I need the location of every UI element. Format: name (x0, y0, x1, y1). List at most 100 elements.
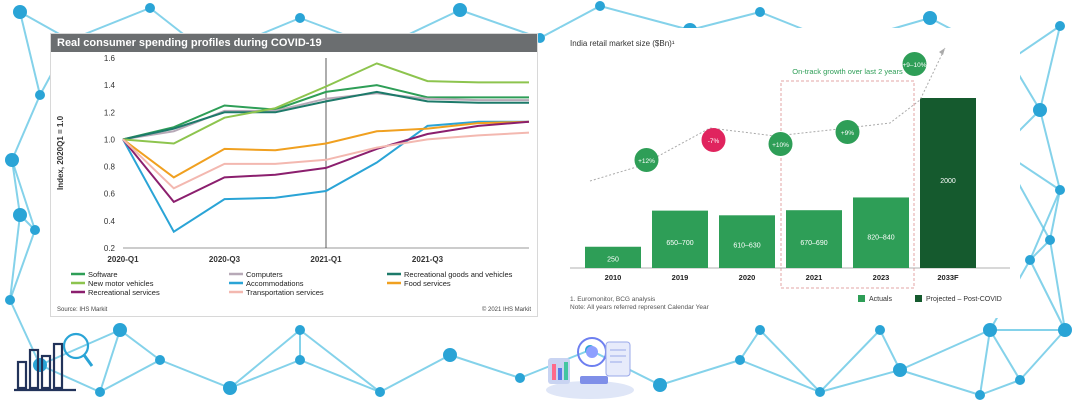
network-link (759, 329, 821, 393)
network-link (299, 359, 381, 393)
network-link (11, 159, 21, 216)
left-chart-copyright: © 2021 IHS Markit (481, 307, 531, 313)
network-node (13, 5, 27, 19)
network-link (99, 359, 161, 393)
growth-bubble-label: +9–10% (902, 62, 926, 69)
network-node (295, 355, 305, 365)
trend-arrowhead (939, 48, 945, 55)
network-link (1019, 329, 1066, 381)
y-tick-label: 1.0 (104, 135, 116, 144)
network-node (295, 13, 305, 23)
network-node (155, 355, 165, 365)
bar-value-label: 820–840 (867, 234, 894, 241)
bar-value-label: 250 (607, 256, 619, 263)
y-tick-label: 1.4 (104, 81, 116, 90)
x-category-label: 2021 (806, 273, 823, 282)
right-chart-title: India retail market size ($Bn)¹ (570, 39, 675, 48)
data-illustration-icon (546, 337, 634, 399)
network-node (893, 363, 907, 377)
network-link (9, 229, 36, 301)
network-link (1029, 189, 1061, 261)
network-node (1055, 185, 1065, 195)
legend-label-actuals: Actuals (869, 296, 892, 303)
network-link (989, 329, 1021, 381)
bar-value-label: 2000 (940, 178, 956, 185)
network-link (979, 329, 991, 396)
network-node (815, 387, 825, 397)
y-tick-label: 0.4 (104, 217, 116, 226)
y-tick-label: 0.8 (104, 163, 116, 172)
bar-value-label: 650–700 (666, 240, 693, 247)
network-node (5, 153, 19, 167)
network-link (449, 354, 521, 379)
y-tick-label: 1.2 (104, 108, 116, 117)
x-category-label: 2033F (937, 273, 959, 282)
network-node (595, 1, 605, 11)
growth-bubble-label: +10% (772, 142, 789, 149)
legend-label: Accommodations (246, 279, 304, 288)
growth-bubble (835, 120, 860, 144)
series-line-recreational-services (122, 120, 530, 204)
network-node (30, 225, 40, 235)
network-node (1058, 323, 1072, 337)
network-link (229, 329, 301, 389)
network-node (755, 7, 765, 17)
legend-label: Software (88, 270, 118, 279)
network-link (11, 94, 41, 161)
legend-swatch-projected (915, 295, 922, 302)
bar-2021 (786, 210, 842, 268)
growth-annotation: On-track growth over last 2 years (792, 67, 903, 76)
network-node (975, 390, 985, 400)
network-node (5, 295, 15, 305)
network-link (1039, 25, 1061, 111)
growth-bubble (768, 132, 793, 156)
network-node (33, 358, 47, 372)
right-chart-panel: India retail market size ($Bn)¹ On-track … (560, 28, 1020, 318)
growth-bubble-label: +12% (638, 158, 655, 165)
legend-label: Transportation services (246, 288, 324, 297)
network-link (739, 329, 761, 361)
network-node (453, 3, 467, 17)
series-line-software (122, 84, 529, 141)
x-category-label: 2020 (739, 273, 756, 282)
network-node (95, 387, 105, 397)
bar-2019 (652, 210, 708, 268)
network-link (99, 329, 121, 393)
network-node (13, 208, 27, 222)
legend-label-projected: Projected – Post-COVID (926, 296, 1002, 303)
network-link (819, 329, 881, 393)
network-link (229, 359, 301, 389)
network-link (599, 5, 691, 31)
series-line-new-motor-vehicles (122, 62, 529, 145)
network-link (899, 329, 991, 371)
network-link (299, 329, 381, 393)
right-note-1: 1. Euromonitor, BCG analysis (570, 296, 656, 303)
legend-label: Recreational goods and vehicles (404, 270, 513, 279)
network-node (443, 348, 457, 362)
x-tick-label: 2021-Q1 (310, 255, 342, 264)
network-node (223, 381, 237, 395)
network-node (113, 323, 127, 337)
y-axis-label: Index, 2020Q1 = 1.0 (56, 115, 65, 190)
network-node (515, 373, 525, 383)
bar-2010 (585, 246, 641, 268)
network-link (379, 354, 451, 393)
x-category-label: 2023 (873, 273, 890, 282)
network-link (9, 299, 41, 366)
right-note-2: Note: All years referred represent Calen… (570, 304, 709, 311)
left-chart-source: Source: IHS Markit (57, 307, 108, 313)
network-node (983, 323, 997, 337)
network-node (1033, 103, 1047, 117)
network-link (1049, 239, 1066, 331)
series-line-computers (122, 92, 529, 141)
x-tick-label: 2021-Q3 (412, 255, 444, 264)
legend-label: Recreational services (88, 288, 160, 297)
network-link (11, 159, 36, 231)
series-line-transportation-services (122, 131, 530, 190)
growth-bubble (701, 128, 726, 152)
network-link (19, 11, 41, 96)
legend-label: Computers (246, 270, 283, 279)
series-line-accommodations (122, 120, 529, 234)
network-link (159, 359, 231, 389)
legend-swatch-actuals (858, 295, 865, 302)
